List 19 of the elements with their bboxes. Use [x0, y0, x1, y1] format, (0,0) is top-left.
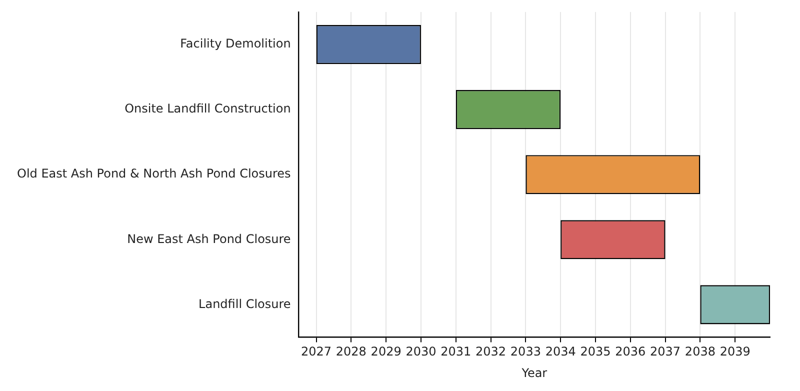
x-tick-label: 2030 [406, 344, 436, 359]
x-tick-label: 2036 [615, 344, 646, 359]
x-tick-label: 2039 [720, 344, 750, 359]
x-tick-label: 2033 [510, 344, 541, 359]
x-tick-label: 2031 [440, 344, 472, 359]
y-tick-label: Facility Demolition [180, 36, 291, 51]
x-tick-label: 2038 [684, 344, 716, 359]
x-tick-label: 2028 [336, 344, 366, 359]
x-tick-label: 2037 [650, 344, 681, 359]
x-axis-title: Year [520, 366, 548, 380]
y-tick-label: Old East Ash Pond & North Ash Pond Closures [16, 166, 291, 181]
x-tick-label: 2029 [370, 344, 402, 359]
y-tick-label: New East Ash Pond Closure [127, 232, 291, 246]
x-tick-label: 2027 [301, 344, 332, 359]
x-tick-label: 2032 [476, 344, 506, 359]
x-tick-label: 2034 [545, 344, 576, 359]
y-tick-label: Landfill Closure [198, 296, 291, 311]
x-tick-label: 2035 [580, 344, 611, 359]
y-tick-label: Onsite Landfill Construction [124, 102, 291, 116]
